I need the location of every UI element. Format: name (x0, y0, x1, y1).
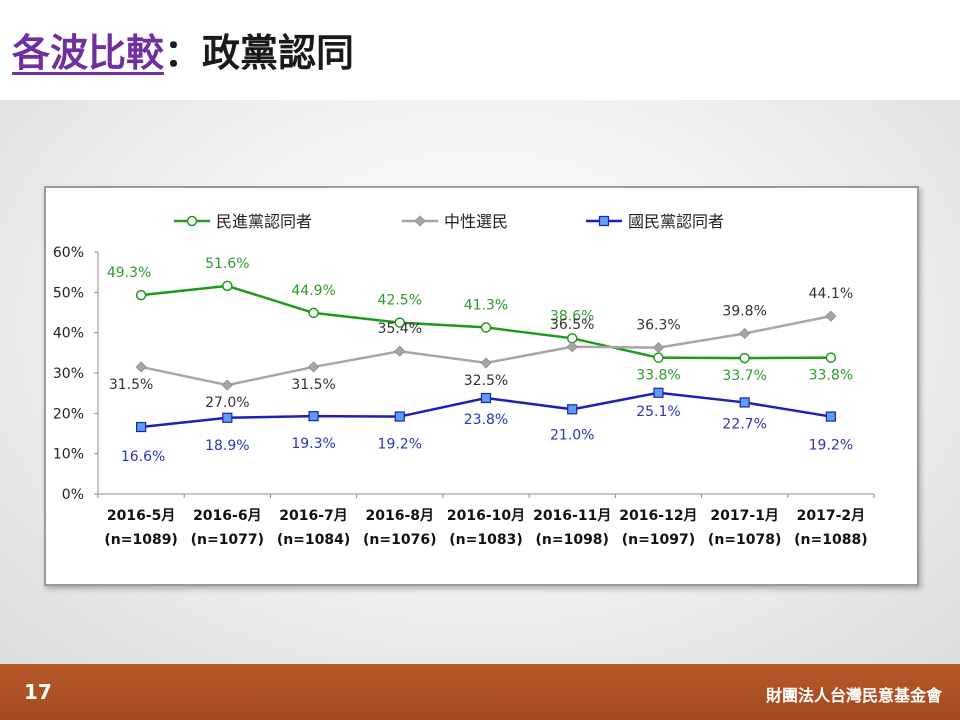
footer-bar: 17 財團法人台灣民意基金會 (0, 664, 960, 720)
data-label: 19.2% (809, 438, 853, 454)
x-tick-sample-size: (n=1097) (622, 532, 695, 548)
data-point (567, 404, 578, 415)
data-label: 31.5% (109, 377, 153, 393)
x-tick-label: 2017-1月 (710, 508, 779, 524)
data-point (739, 352, 750, 364)
data-point (480, 392, 492, 404)
data-label: 42.5% (378, 293, 422, 309)
data-label: 44.9% (291, 283, 335, 299)
data-point (825, 310, 837, 322)
slide-title: 各波比較：政黨認同 (12, 22, 354, 77)
x-tick-label: 2016-12月 (619, 508, 697, 524)
data-label: 23.8% (464, 412, 508, 428)
x-tick-sample-size: (n=1098) (535, 532, 608, 548)
x-tick-sample-size: (n=1077) (191, 532, 264, 548)
data-point (825, 352, 837, 363)
page-number: 17 (24, 680, 52, 704)
slide-title-separator: ： (164, 31, 203, 75)
data-point (222, 280, 233, 292)
data-point (135, 361, 147, 373)
data-label: 18.9% (205, 438, 249, 454)
data-point (308, 307, 319, 319)
data-point (739, 397, 750, 408)
legend-marker (598, 215, 610, 227)
data-label: 41.3% (464, 297, 508, 313)
data-label: 19.2% (378, 437, 422, 453)
data-label: 21.0% (550, 427, 594, 443)
data-point (739, 327, 751, 340)
chart-panel: 0% 10% 20% 30% 40% 50% 60% 2016-5月 (n=1089) 2016-… (44, 186, 919, 586)
data-point (222, 412, 233, 423)
y-tick-label: 10% (53, 447, 84, 463)
data-label: 32.5% (464, 373, 508, 389)
slide-title-lead: 各波比較 (12, 31, 165, 75)
legend-label: 民進黨認同者 (216, 212, 312, 231)
data-point (221, 379, 233, 391)
data-label: 27.0% (205, 395, 249, 411)
legend-marker (186, 215, 198, 227)
x-tick-sample-size: (n=1078) (708, 532, 781, 548)
x-tick-label: 2017-2月 (797, 508, 866, 524)
data-label: 49.3% (107, 265, 151, 281)
data-label: 33.8% (636, 368, 680, 384)
y-tick-label: 30% (53, 366, 84, 382)
x-tick-label: 2016-6月 (193, 508, 262, 524)
data-point (566, 341, 578, 353)
data-label: 33.7% (722, 368, 766, 384)
data-point (653, 387, 664, 398)
data-point (394, 345, 406, 357)
data-label: 38.6% (550, 308, 594, 324)
x-tick-label: 2016-10月 (447, 508, 525, 524)
legend-label: 中性選民 (444, 212, 508, 231)
data-label: 39.8% (722, 303, 766, 319)
x-tick-sample-size: (n=1089) (104, 532, 177, 548)
data-point (394, 411, 405, 422)
data-label: 44.1% (809, 286, 853, 302)
slide-title-topic: 政黨認同 (202, 31, 355, 75)
y-tick-label: 0% (62, 487, 84, 503)
data-label: 36.5% (550, 317, 594, 333)
legend-label: 國民黨認同者 (628, 212, 724, 231)
data-label: 35.4% (378, 321, 422, 337)
x-tick-sample-size: (n=1088) (794, 532, 867, 548)
x-tick-sample-size: (n=1076) (363, 532, 436, 548)
data-point (480, 357, 492, 369)
party-identification-chart: 0% 10% 20% 30% 40% 50% 60% 2016-5月 (n=1089) 2016-… (53, 212, 875, 548)
data-point (307, 361, 320, 373)
x-tick-sample-size: (n=1083) (449, 532, 522, 548)
data-label: 19.3% (291, 436, 335, 452)
x-tick-label: 2016-8月 (366, 508, 435, 524)
y-tick-label: 60% (53, 245, 84, 261)
x-tick-label: 2016-11月 (533, 508, 611, 524)
organization-name: 財團法人台灣民意基金會 (765, 686, 942, 705)
legend-marker (414, 215, 426, 227)
data-label: 51.6% (205, 256, 249, 272)
data-label: 33.8% (809, 368, 853, 384)
y-tick-label: 20% (53, 406, 84, 422)
data-point (136, 421, 147, 433)
data-label: 22.7% (722, 416, 766, 432)
data-label: 36.3% (636, 318, 680, 334)
data-label: 31.5% (291, 377, 335, 393)
data-point (308, 411, 319, 422)
y-tick-label: 40% (53, 326, 84, 342)
x-tick-label: 2016-7月 (279, 508, 348, 524)
x-tick-label: 2016-5月 (107, 508, 176, 524)
data-point (653, 352, 664, 363)
data-label: 16.6% (121, 449, 165, 465)
x-tick-sample-size: (n=1084) (277, 532, 350, 548)
y-tick-label: 50% (53, 285, 84, 301)
data-point (480, 322, 492, 333)
data-point (135, 289, 147, 301)
data-point (652, 342, 665, 354)
data-point (825, 411, 836, 422)
data-label: 25.1% (636, 404, 680, 420)
data-point (394, 317, 406, 328)
